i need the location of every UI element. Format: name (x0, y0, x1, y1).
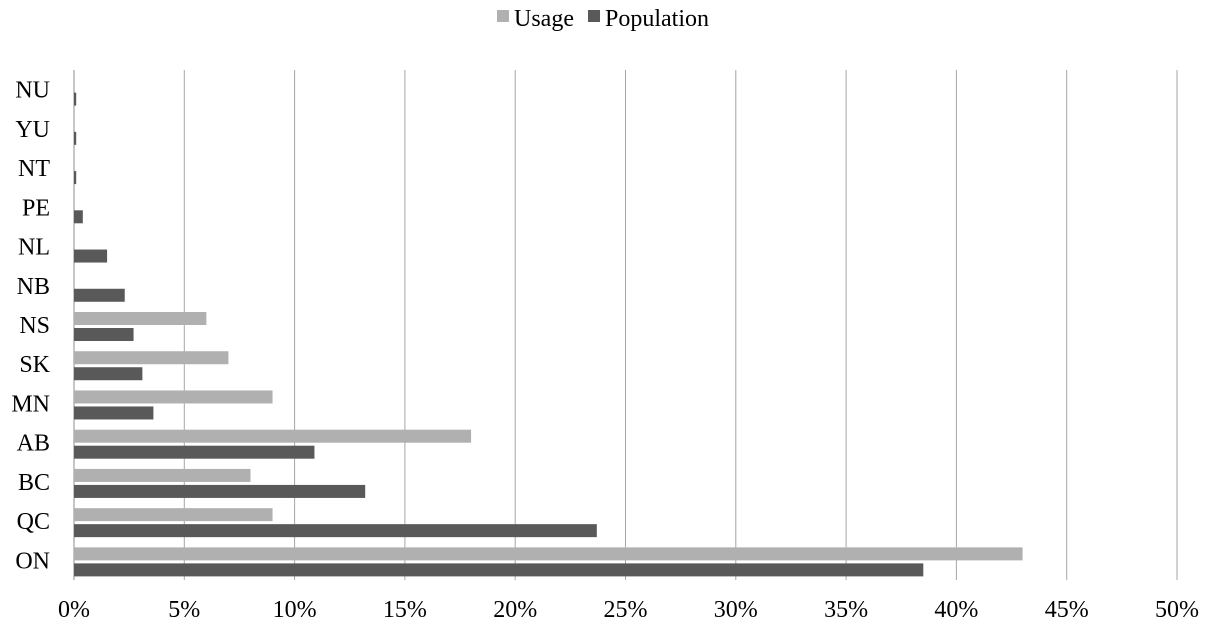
legend: Usage Population (497, 6, 709, 32)
legend-label-population: Population (605, 6, 709, 32)
y-tick-label: SK (19, 352, 50, 378)
legend-label-usage: Usage (514, 6, 574, 32)
x-tick-label: 45% (1045, 597, 1089, 623)
bar-population-on (74, 563, 924, 577)
bar-usage-qc (74, 508, 273, 522)
bar-usage-bc (74, 468, 251, 482)
y-tick-label: PE (22, 195, 50, 221)
bar-population-nu (74, 92, 77, 106)
y-tick-label: ON (15, 548, 50, 574)
x-tick-label: 15% (383, 597, 427, 623)
x-tick-label: 10% (273, 597, 317, 623)
bar-population-mn (74, 406, 154, 420)
x-tick-label: 30% (714, 597, 758, 623)
x-tick-label: 25% (604, 597, 648, 623)
y-tick-label: QC (17, 509, 50, 535)
y-tick-label: NS (19, 313, 50, 339)
x-tick-label: 0% (58, 597, 90, 623)
x-axis-labels: 0% 5% 10% 15% 20% 25% 30% 35% 40% 45% 50% (58, 597, 1199, 623)
bar-usage-mn (74, 390, 273, 404)
y-tick-label: BC (18, 470, 50, 496)
y-tick-label: MN (11, 391, 50, 417)
legend-swatch-usage (497, 10, 509, 22)
bar-usage-ab (74, 429, 472, 443)
x-tick-label: 50% (1155, 597, 1199, 623)
x-tick-label: 40% (934, 597, 978, 623)
bar-usage-ns (74, 312, 207, 325)
bar-population-nb (74, 288, 125, 302)
y-tick-label: NL (18, 235, 50, 261)
y-axis-labels: ON QC BC AB MN SK NS NB NL PE NT YU NU (11, 78, 50, 575)
bar-population-nt (74, 171, 77, 185)
y-tick-label: NB (17, 274, 50, 300)
y-tick-label: NT (18, 156, 50, 182)
bar-population-bc (74, 484, 366, 498)
bar-usage-on (74, 547, 1023, 561)
y-tick-label: AB (17, 431, 50, 457)
legend-swatch-population (587, 10, 600, 22)
y-tick-label: NU (15, 78, 50, 104)
bar-population-pe (74, 210, 83, 224)
bar-population-ns (74, 328, 134, 341)
bar-population-yu (74, 131, 77, 145)
bar-population-ab (74, 445, 315, 459)
bar-population-sk (74, 367, 143, 381)
bar-population-nl (74, 249, 108, 263)
bar-population-qc (74, 524, 597, 538)
gridlines (73, 70, 1178, 580)
bars (74, 92, 1023, 577)
x-tick-label: 5% (168, 597, 200, 623)
x-tick-label: 35% (824, 597, 868, 623)
y-tick-label: YU (15, 117, 50, 143)
x-tick-label: 20% (493, 597, 537, 623)
bar-usage-sk (74, 351, 229, 365)
